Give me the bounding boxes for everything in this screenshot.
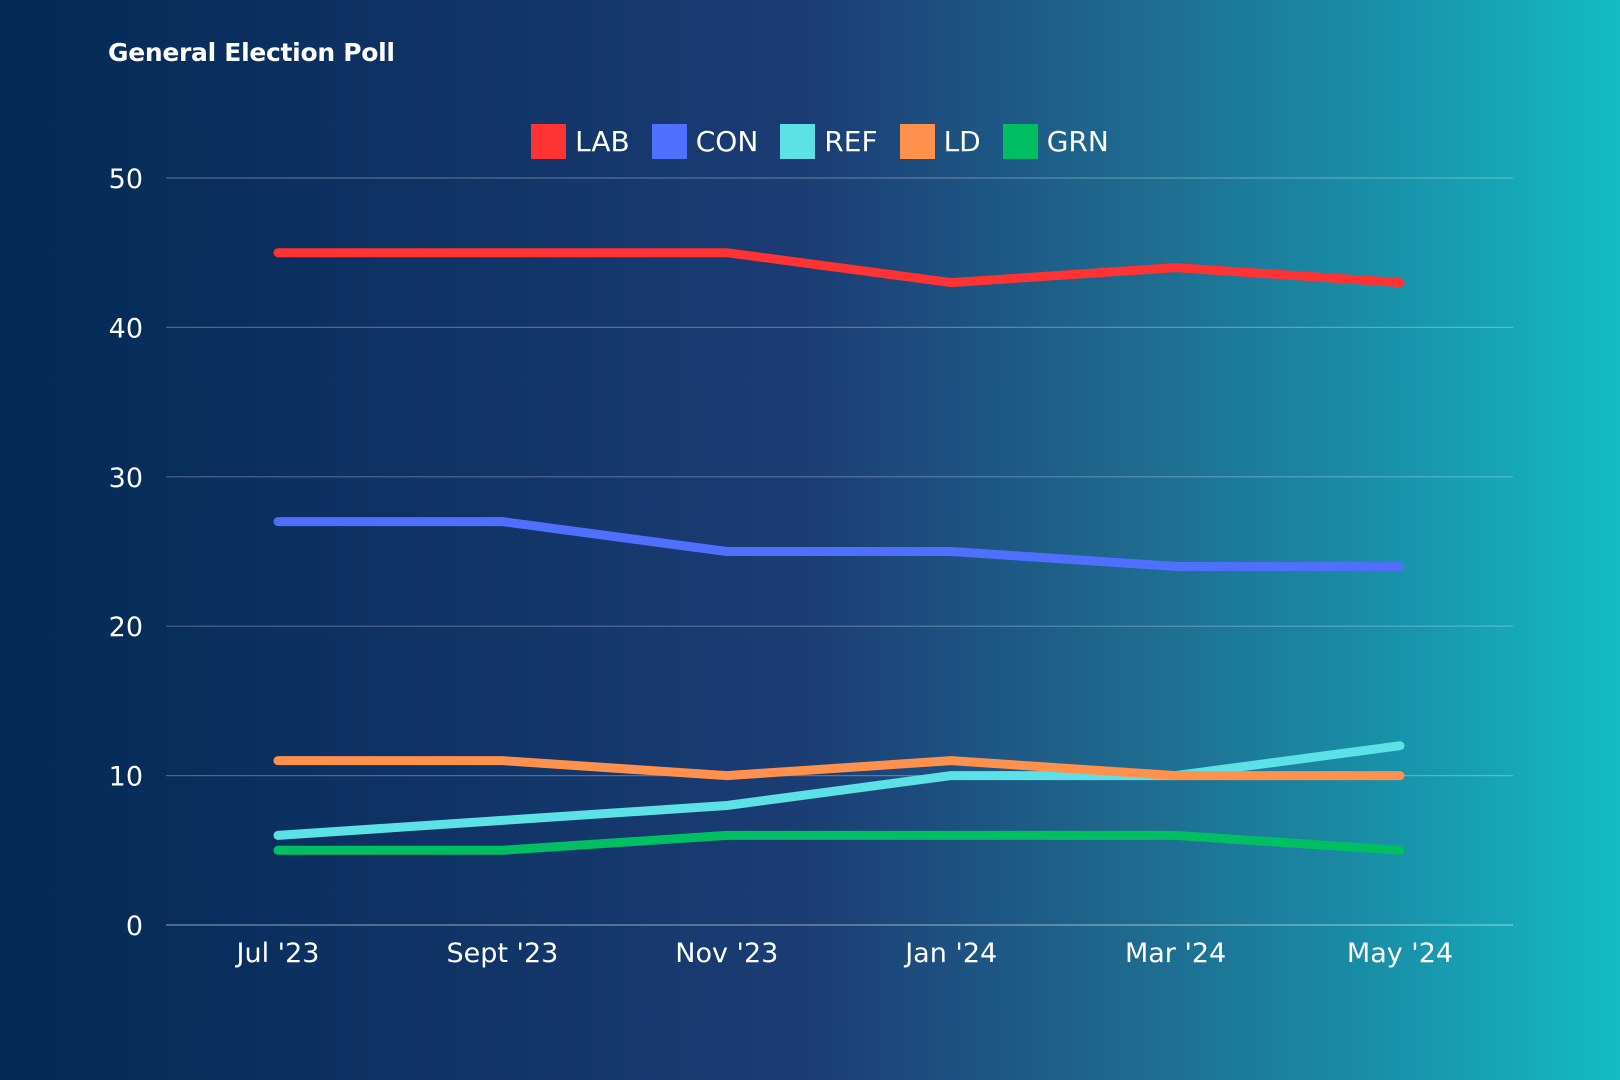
legend-item-grn: GRN (1002, 124, 1109, 159)
legend-label: GRN (1046, 125, 1109, 158)
x-axis-ticks: Jul '23 Sept '23 Nov '23 Jan '24 Mar '24 May … (235, 938, 1454, 969)
legend-item-lab: LAB (531, 124, 630, 159)
legend-item-ld: LD (899, 124, 981, 159)
series-lines (273, 248, 1405, 855)
legend-swatch (780, 124, 816, 159)
series-line-lab (273, 248, 1405, 288)
legend-item-con: CON (651, 124, 759, 159)
y-tick-label: 10 (109, 762, 143, 793)
y-tick-label: 20 (109, 612, 143, 643)
y-tick-label: 30 (109, 463, 143, 494)
series-line-ld (273, 756, 1405, 781)
x-tick-label: Mar '24 (1125, 938, 1226, 969)
x-tick-label: May '24 (1347, 938, 1453, 969)
y-tick-label: 50 (109, 164, 143, 195)
y-tick-label: 40 (109, 313, 143, 344)
series-line-ref (273, 741, 1405, 840)
series-line-con (273, 517, 1405, 571)
legend-label: LAB (575, 125, 630, 158)
legend-label: LD (943, 125, 981, 158)
x-tick-label: Sept '23 (446, 938, 558, 969)
legend: LAB CON REF LD GRN (0, 124, 1620, 159)
x-tick-label: Nov '23 (675, 938, 778, 969)
x-tick-label: Jan '24 (903, 938, 997, 969)
legend-swatch (899, 124, 935, 159)
legend-swatch (1002, 124, 1038, 159)
series-line-grn (273, 830, 1405, 855)
legend-label: CON (695, 125, 759, 158)
legend-item-ref: REF (780, 124, 878, 159)
legend-label: REF (824, 125, 878, 158)
legend-swatch (531, 124, 567, 159)
x-tick-label: Jul '23 (235, 938, 320, 969)
y-axis-ticks: 0 10 20 30 40 50 (109, 164, 143, 942)
y-tick-label: 0 (126, 911, 143, 942)
legend-swatch (651, 124, 687, 159)
chart-title: General Election Poll (108, 38, 395, 67)
